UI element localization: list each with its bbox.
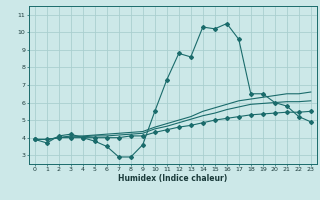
X-axis label: Humidex (Indice chaleur): Humidex (Indice chaleur) (118, 174, 228, 183)
